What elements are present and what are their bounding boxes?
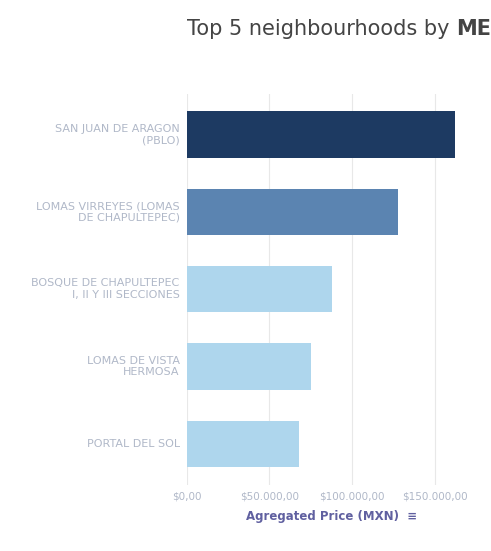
Bar: [187, 189, 399, 235]
Bar: [187, 266, 332, 312]
Bar: [187, 343, 311, 390]
Bar: [187, 111, 455, 158]
Bar: [187, 421, 299, 467]
Text: MEDIAN: MEDIAN: [456, 19, 491, 39]
Text: Top 5 neighbourhoods by: Top 5 neighbourhoods by: [187, 19, 456, 39]
X-axis label: Agregated Price (MXN)  ≡: Agregated Price (MXN) ≡: [246, 510, 417, 523]
